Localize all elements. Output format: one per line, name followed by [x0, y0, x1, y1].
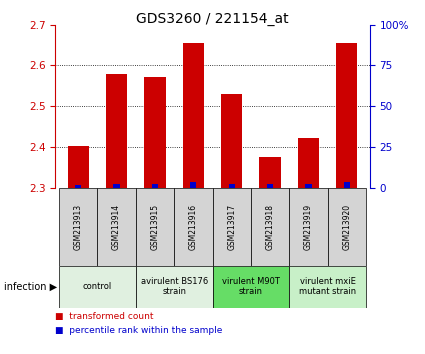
Bar	[152, 184, 158, 188]
Bar	[75, 185, 82, 188]
Bar	[343, 182, 350, 188]
Bar	[59, 266, 136, 308]
Bar	[136, 266, 212, 308]
Text: virulent M90T
strain: virulent M90T strain	[222, 277, 280, 296]
Bar	[106, 74, 127, 188]
Bar	[229, 184, 235, 188]
Bar	[267, 184, 273, 188]
Bar	[190, 182, 196, 188]
Bar	[221, 94, 242, 188]
Text: GSM213913: GSM213913	[74, 204, 83, 250]
Bar	[212, 266, 289, 308]
Text: GSM213920: GSM213920	[342, 204, 351, 250]
Bar	[59, 188, 97, 266]
Bar	[136, 188, 174, 266]
Bar	[289, 266, 366, 308]
Text: GSM213919: GSM213919	[304, 204, 313, 250]
Text: infection ▶: infection ▶	[4, 282, 57, 292]
Text: GDS3260 / 221154_at: GDS3260 / 221154_at	[136, 12, 289, 27]
Bar	[328, 188, 366, 266]
Bar	[298, 138, 319, 188]
Bar	[336, 43, 357, 188]
Bar	[251, 188, 289, 266]
Bar	[97, 188, 136, 266]
Bar	[305, 184, 312, 188]
Text: GSM213918: GSM213918	[266, 204, 275, 250]
Text: ■  transformed count: ■ transformed count	[55, 312, 154, 321]
Text: control: control	[83, 282, 112, 291]
Bar	[183, 43, 204, 188]
Text: GSM213916: GSM213916	[189, 204, 198, 250]
Text: GSM213917: GSM213917	[227, 204, 236, 250]
Bar	[289, 188, 328, 266]
Bar	[174, 188, 212, 266]
Bar	[260, 158, 280, 188]
Text: avirulent BS176
strain: avirulent BS176 strain	[141, 277, 208, 296]
Text: virulent mxiE
mutant strain: virulent mxiE mutant strain	[299, 277, 356, 296]
Text: GSM213914: GSM213914	[112, 204, 121, 250]
Bar	[212, 188, 251, 266]
Bar	[113, 184, 120, 188]
Text: ■  percentile rank within the sample: ■ percentile rank within the sample	[55, 326, 223, 336]
Text: GSM213915: GSM213915	[150, 204, 159, 250]
Bar	[144, 77, 165, 188]
Bar	[68, 146, 89, 188]
